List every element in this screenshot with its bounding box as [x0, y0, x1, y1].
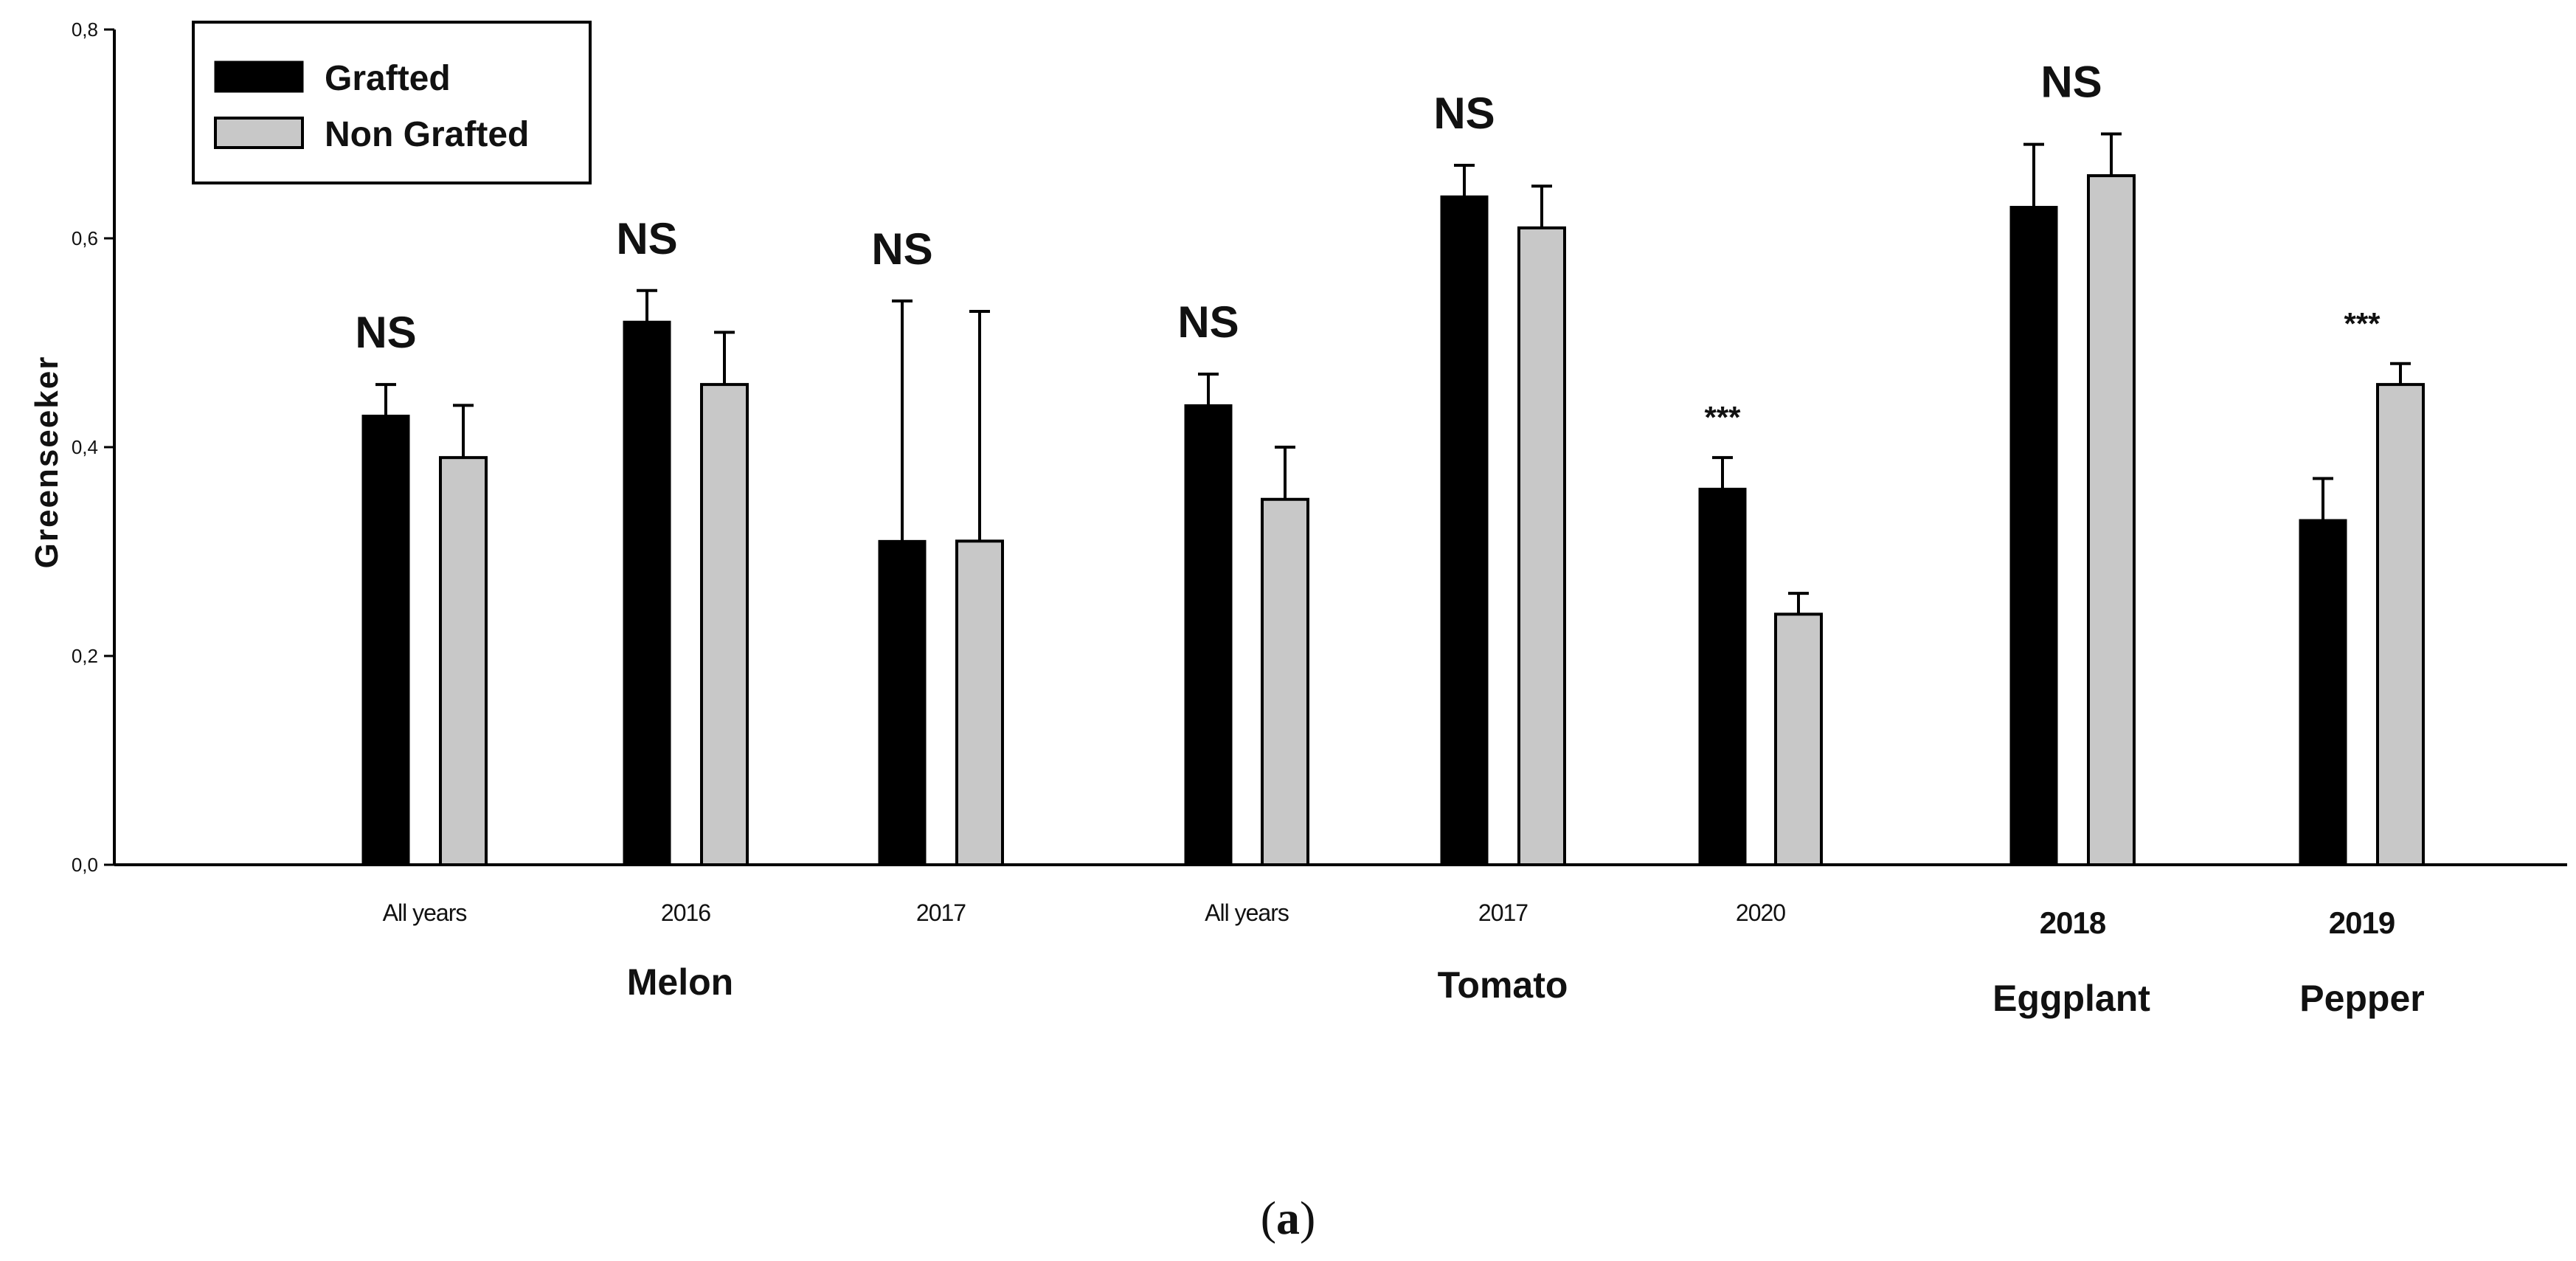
y-tick-label: 0,6: [72, 227, 98, 249]
legend-swatch-grafted: [214, 61, 304, 93]
category-label: All years: [383, 899, 467, 926]
group-label: Eggplant: [1992, 978, 2150, 1019]
y-axis-label: Greenseeker: [29, 356, 65, 569]
bar-non-grafted: [1774, 612, 1823, 867]
bar-grafted: [2009, 206, 2058, 866]
bar-non-grafted: [2087, 174, 2136, 867]
group-label: Pepper: [2299, 978, 2425, 1019]
bar-grafted: [623, 320, 671, 866]
bar-non-grafted: [1261, 497, 1309, 866]
category-label: 2020: [1736, 899, 1785, 926]
bar-grafted: [1698, 488, 1747, 866]
figure-caption: (a): [1261, 1192, 1316, 1244]
bar-non-grafted: [439, 456, 488, 866]
axes: 0,0 0,2 0,4 0,6 0,8 Greenseeker: [29, 18, 2567, 876]
bar-non-grafted: [955, 539, 1004, 866]
legend: Grafted Non Grafted: [192, 21, 592, 184]
bar-grafted: [1440, 195, 1489, 866]
significance-label: NS: [1433, 89, 1495, 138]
legend-box: [192, 21, 592, 184]
bars: [361, 132, 2425, 867]
bar-grafted: [361, 415, 410, 866]
y-tick-label: 0,0: [72, 854, 98, 876]
significance-label: NS: [871, 224, 932, 274]
legend-label-grafted: Grafted: [325, 59, 451, 98]
bar-grafted: [878, 539, 927, 866]
y-tick-label: 0,4: [72, 436, 98, 458]
labels: All years NS 2016 NS 2017 NS Melon All years NS 2…: [355, 58, 2424, 1020]
significance-label: NS: [355, 308, 416, 357]
significance-label: ***: [2344, 306, 2381, 341]
significance-label: ***: [1704, 400, 1741, 435]
bar-non-grafted: [1517, 226, 1566, 867]
y-tick-label: 0,8: [72, 18, 98, 41]
category-label: 2019: [2329, 905, 2395, 940]
category-label: All years: [1205, 899, 1289, 926]
y-tick-label: 0,2: [72, 645, 98, 667]
significance-label: NS: [2040, 58, 2102, 107]
group-label: Melon: [627, 961, 733, 1003]
significance-label: NS: [616, 214, 677, 263]
legend-label-non-grafted: Non Grafted: [325, 115, 529, 154]
group-label: Tomato: [1438, 964, 1568, 1006]
bar-grafted: [1184, 404, 1233, 866]
legend-swatch-non-grafted: [214, 117, 304, 149]
category-label: 2017: [1478, 899, 1528, 926]
category-label: 2016: [661, 899, 710, 926]
category-label: 2017: [916, 899, 966, 926]
bar-non-grafted: [700, 383, 749, 866]
significance-label: NS: [1177, 297, 1239, 347]
bar-grafted: [2299, 519, 2347, 866]
category-label: 2018: [2040, 905, 2106, 940]
bar-non-grafted: [2376, 383, 2425, 866]
